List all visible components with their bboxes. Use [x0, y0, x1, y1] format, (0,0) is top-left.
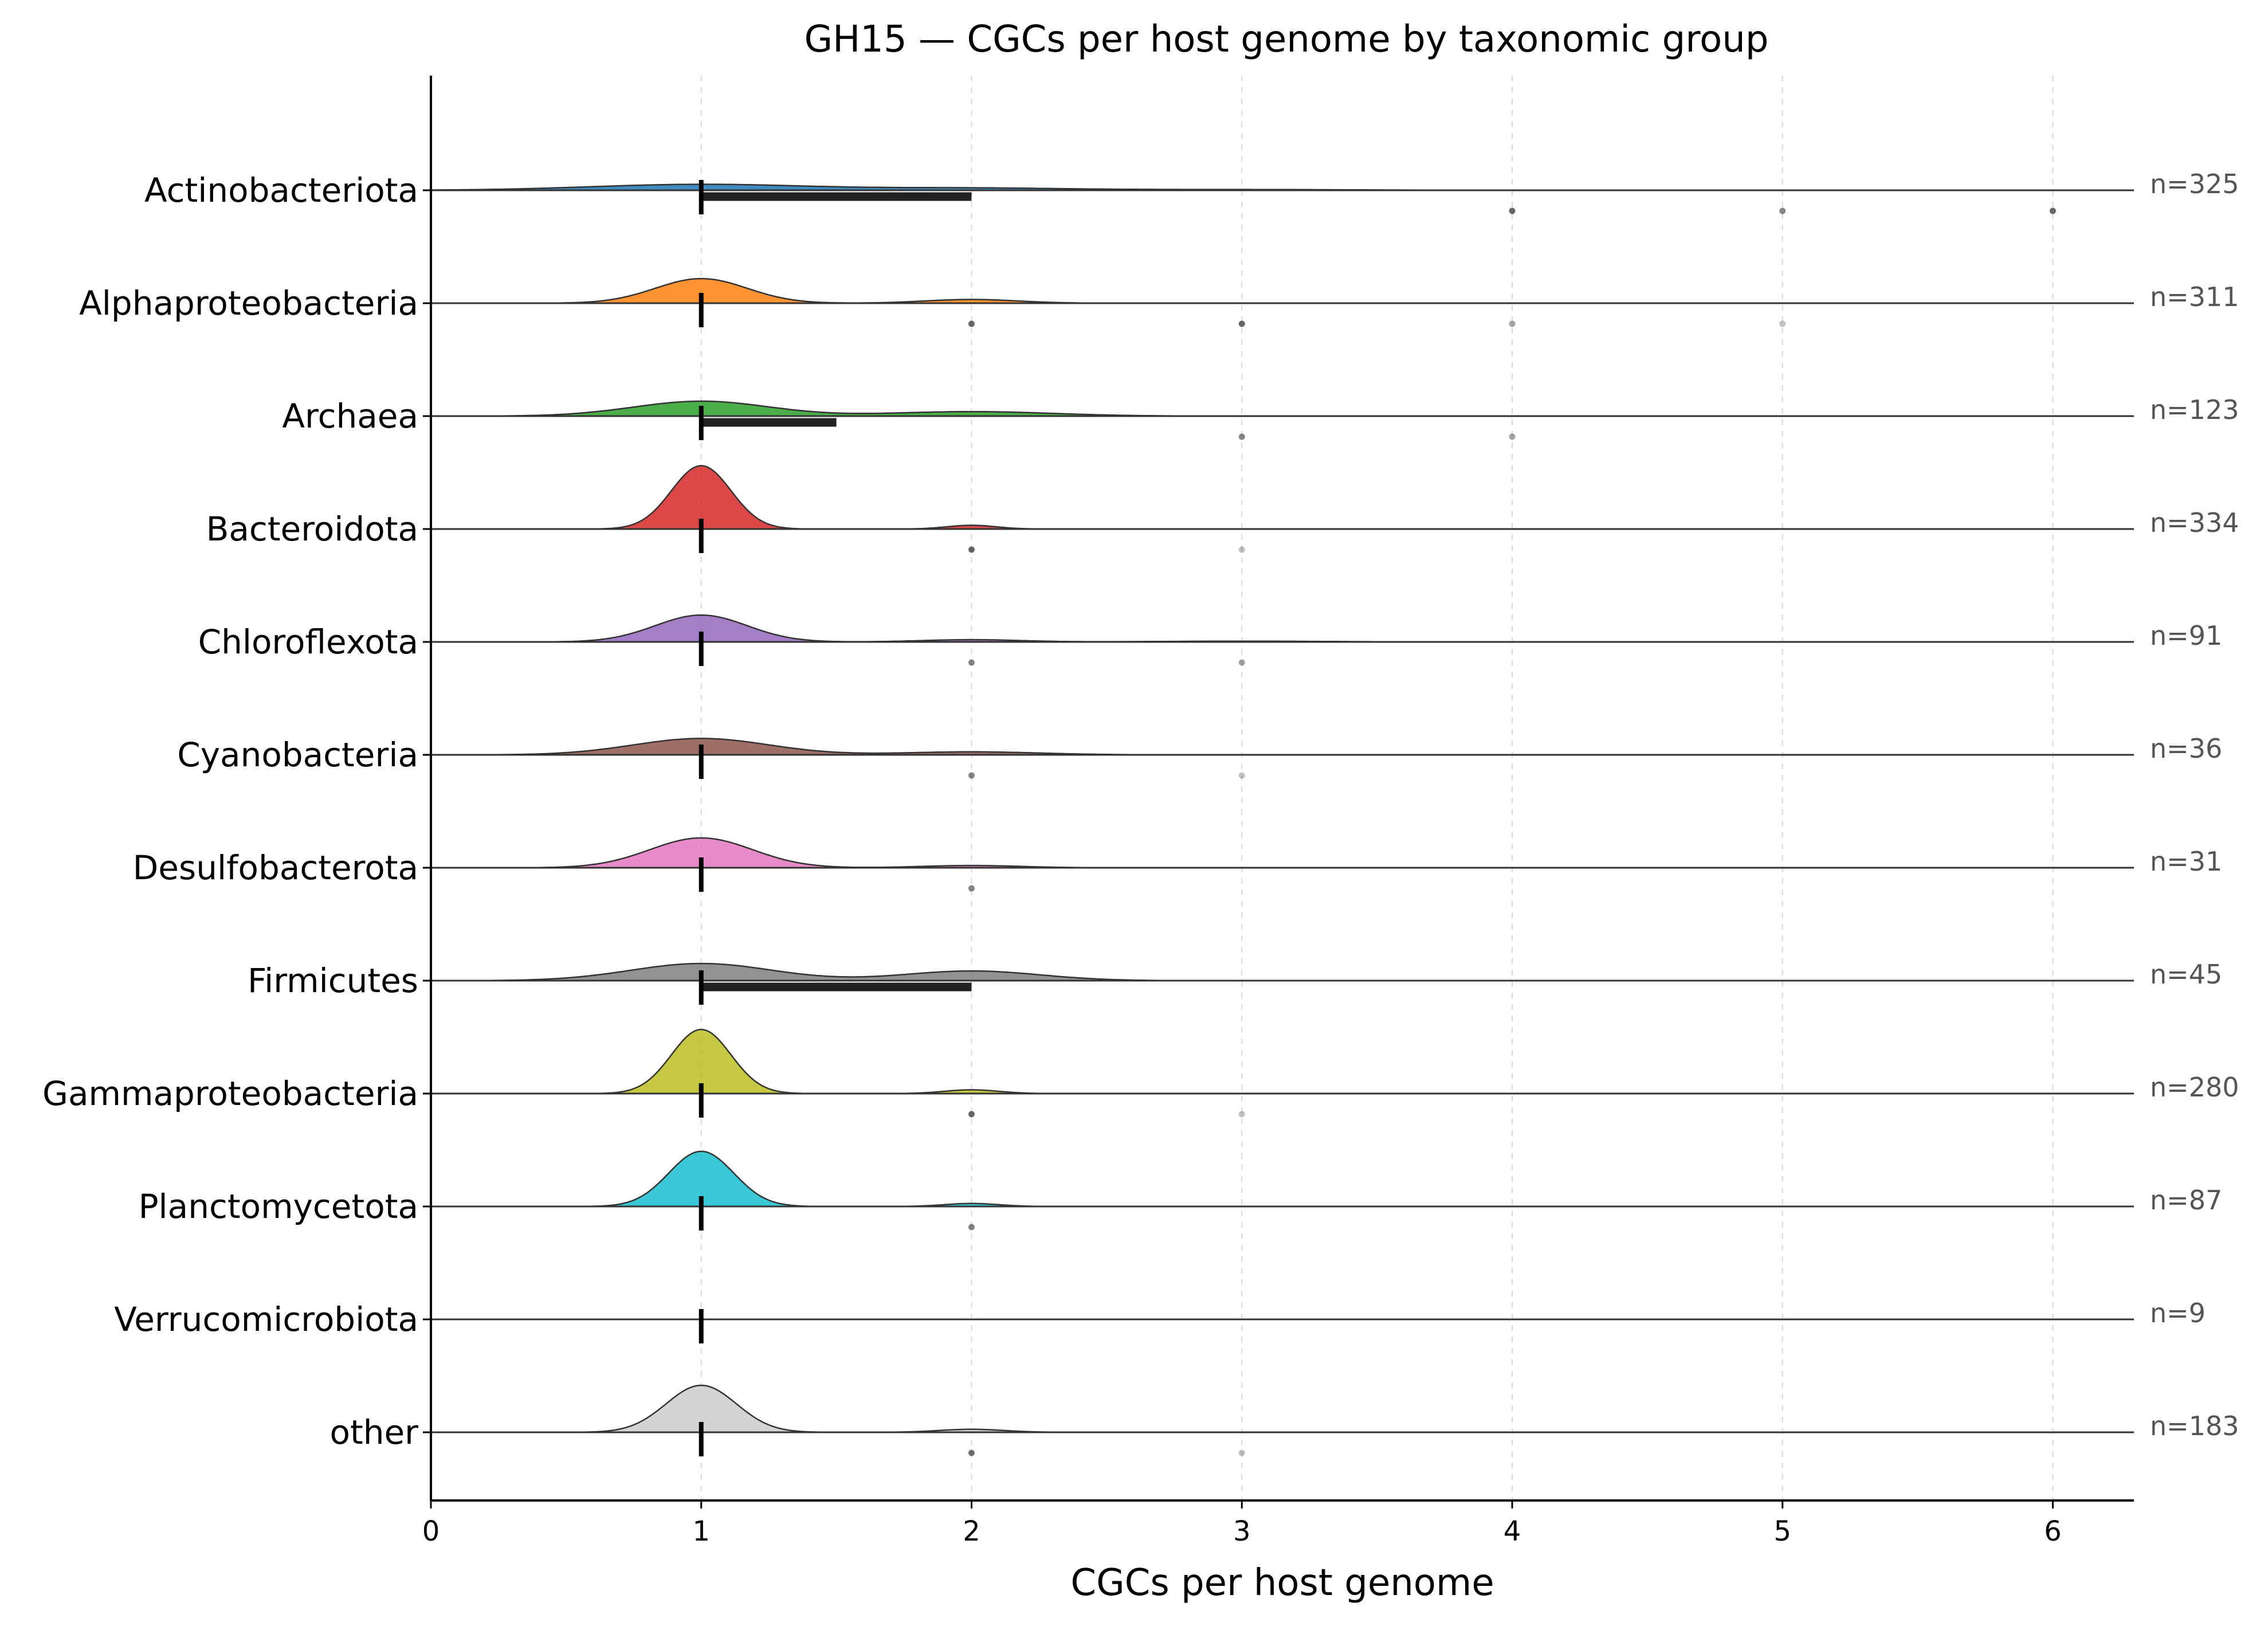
density-ridge — [431, 1384, 2134, 1433]
sample-count-label: n=325 — [2150, 169, 2239, 199]
x-tick-label: 3 — [1233, 1515, 1251, 1547]
y-tick-label: Actinobacteriota — [144, 171, 418, 210]
ridge-group: Cyanobacteria n=36 — [177, 733, 2222, 779]
density-ridge — [431, 962, 2134, 982]
x-tick-label: 4 — [1504, 1515, 1521, 1547]
outlier-point — [1238, 659, 1245, 666]
outlier-point — [1238, 433, 1245, 440]
x-ticks: 0 1 2 3 4 5 6 — [422, 1500, 2062, 1547]
outlier-point — [968, 320, 975, 327]
sample-count-label: n=183 — [2150, 1410, 2239, 1441]
outlier-point — [1238, 320, 1245, 327]
ridge-group: Planctomycetota n=87 — [139, 1150, 2222, 1231]
outlier-point — [1238, 772, 1245, 779]
outlier-point — [968, 659, 975, 666]
density-ridge — [431, 277, 2134, 304]
ridge-group: Archaea n=123 — [282, 394, 2239, 440]
sample-count-label: n=45 — [2150, 959, 2222, 990]
ridge-group: Chloroflexota n=91 — [198, 614, 2222, 666]
sample-count-label: n=334 — [2150, 507, 2239, 538]
outlier-point — [968, 1449, 975, 1456]
ridge-group: Desulfobacterota n=31 — [133, 837, 2222, 892]
outlier-point — [2049, 207, 2056, 214]
density-ridge — [431, 614, 2134, 643]
density-ridge — [431, 465, 2134, 530]
x-tick-label: 2 — [963, 1515, 980, 1547]
y-tick-label: Planctomycetota — [139, 1187, 418, 1226]
sample-count-label: n=36 — [2150, 733, 2222, 764]
outlier-point — [1509, 320, 1516, 327]
outlier-point — [1779, 207, 1786, 214]
ridges: Actinobacteriota n=325 Alphaproteobacteria… — [42, 169, 2239, 1456]
outlier-point — [1238, 546, 1245, 553]
outlier-point — [968, 1224, 975, 1231]
y-tick-label: Alphaproteobacteria — [79, 284, 418, 323]
ridge-group: Verrucomicrobiota n=9 — [114, 1298, 2206, 1343]
sample-count-label: n=9 — [2150, 1298, 2206, 1329]
x-axis-label: CGCs per host genome — [1070, 1562, 1494, 1604]
outlier-point — [1509, 207, 1516, 214]
outlier-point — [1779, 320, 1786, 327]
y-tick-label: other — [329, 1413, 418, 1452]
density-ridge — [431, 1150, 2134, 1208]
outlier-point — [1238, 1111, 1245, 1118]
y-tick-label: Desulfobacterota — [133, 848, 418, 887]
sample-count-label: n=87 — [2150, 1185, 2222, 1216]
sample-count-label: n=280 — [2150, 1072, 2239, 1103]
outlier-point — [968, 885, 975, 892]
x-tick-label: 5 — [1773, 1515, 1791, 1547]
ridge-group: Actinobacteriota n=325 — [144, 169, 2239, 214]
outlier-point — [1509, 433, 1516, 440]
outlier-point — [968, 546, 975, 553]
ridge-group: other n=183 — [329, 1384, 2239, 1456]
ridge-group: Firmicutes n=45 — [248, 959, 2222, 1005]
sample-count-label: n=311 — [2150, 281, 2239, 312]
axes — [430, 76, 2134, 1502]
sample-count-label: n=91 — [2150, 620, 2222, 651]
ridge-group: Bacteroidota n=334 — [206, 465, 2239, 553]
outlier-point — [1238, 1449, 1245, 1456]
x-tick-label: 0 — [422, 1515, 440, 1547]
density-ridge — [430, 183, 2134, 191]
density-ridge — [431, 738, 2134, 756]
y-tick-label: Chloroflexota — [198, 622, 418, 661]
y-tick-label: Bacteroidota — [206, 510, 418, 548]
outlier-point — [968, 1111, 975, 1118]
y-tick-label: Firmicutes — [248, 961, 418, 1000]
sample-count-label: n=123 — [2150, 394, 2239, 425]
y-tick-label: Verrucomicrobiota — [114, 1300, 418, 1339]
x-tick-label: 6 — [2044, 1515, 2062, 1547]
sample-count-label: n=31 — [2150, 846, 2222, 877]
chart-title: GH15 — CGCs per host genome by taxonomic… — [805, 18, 1769, 61]
density-ridge — [431, 837, 2134, 869]
y-tick-label: Cyanobacteria — [177, 735, 418, 774]
density-ridge — [431, 400, 2134, 417]
x-gridlines — [700, 76, 2054, 1500]
y-tick-label: Archaea — [282, 397, 418, 436]
ridge-group: Gammaproteobacteria n=280 — [42, 1028, 2239, 1118]
ridge-group: Alphaproteobacteria n=311 — [79, 277, 2239, 327]
density-ridge — [431, 1028, 2134, 1095]
y-tick-label: Gammaproteobacteria — [42, 1074, 418, 1113]
outlier-point — [968, 772, 975, 779]
x-tick-label: 1 — [692, 1515, 710, 1547]
